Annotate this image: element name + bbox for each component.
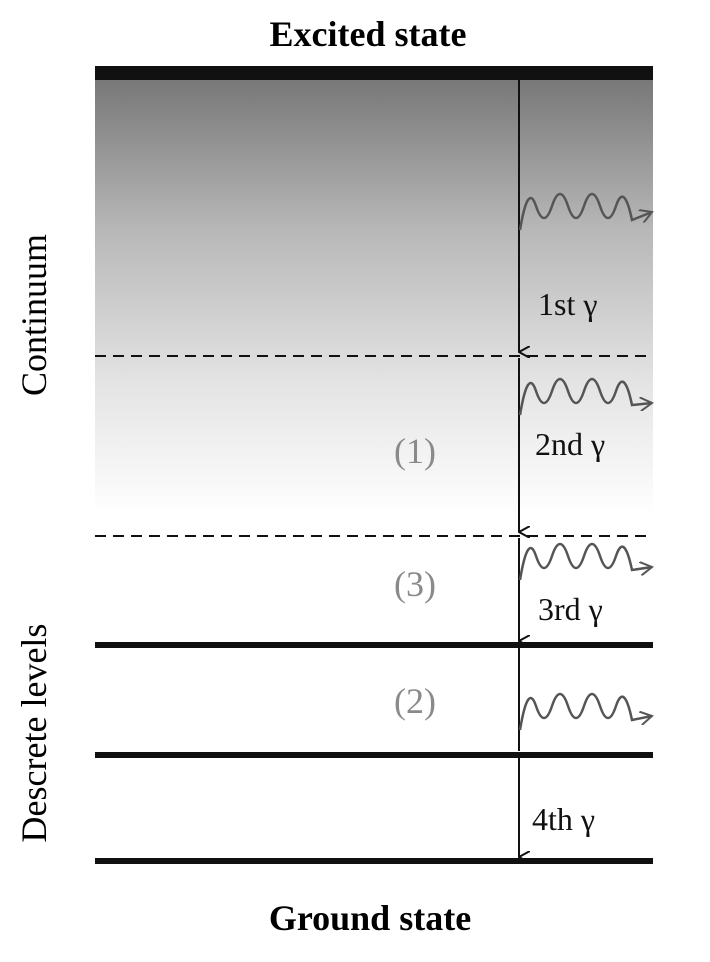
gamma-label-3: 3rd γ [538,591,603,627]
photon-wave-icon-1 [518,192,652,231]
discrete-levels-side-label: Descrete levels [14,624,54,843]
gamma-label-1: 1st γ [538,286,597,322]
region-label-2: (2) [394,681,436,721]
excited-state-title: Excited state [270,14,467,54]
photon-wave-icon-2 [518,377,652,416]
region-label-1: (1) [394,431,436,471]
gamma-label-2: 2nd γ [535,426,605,462]
ground-state-title: Ground state [269,898,471,938]
region-label-3: (3) [394,564,436,604]
gamma-label-4: 4th γ [532,801,595,837]
excited-state-level [95,66,653,80]
continuum-shading [95,78,653,516]
photon-wave-icon-4 [518,692,652,731]
photon-wave-icon-3 [518,542,652,581]
continuum-side-label: Continuum [14,234,54,396]
